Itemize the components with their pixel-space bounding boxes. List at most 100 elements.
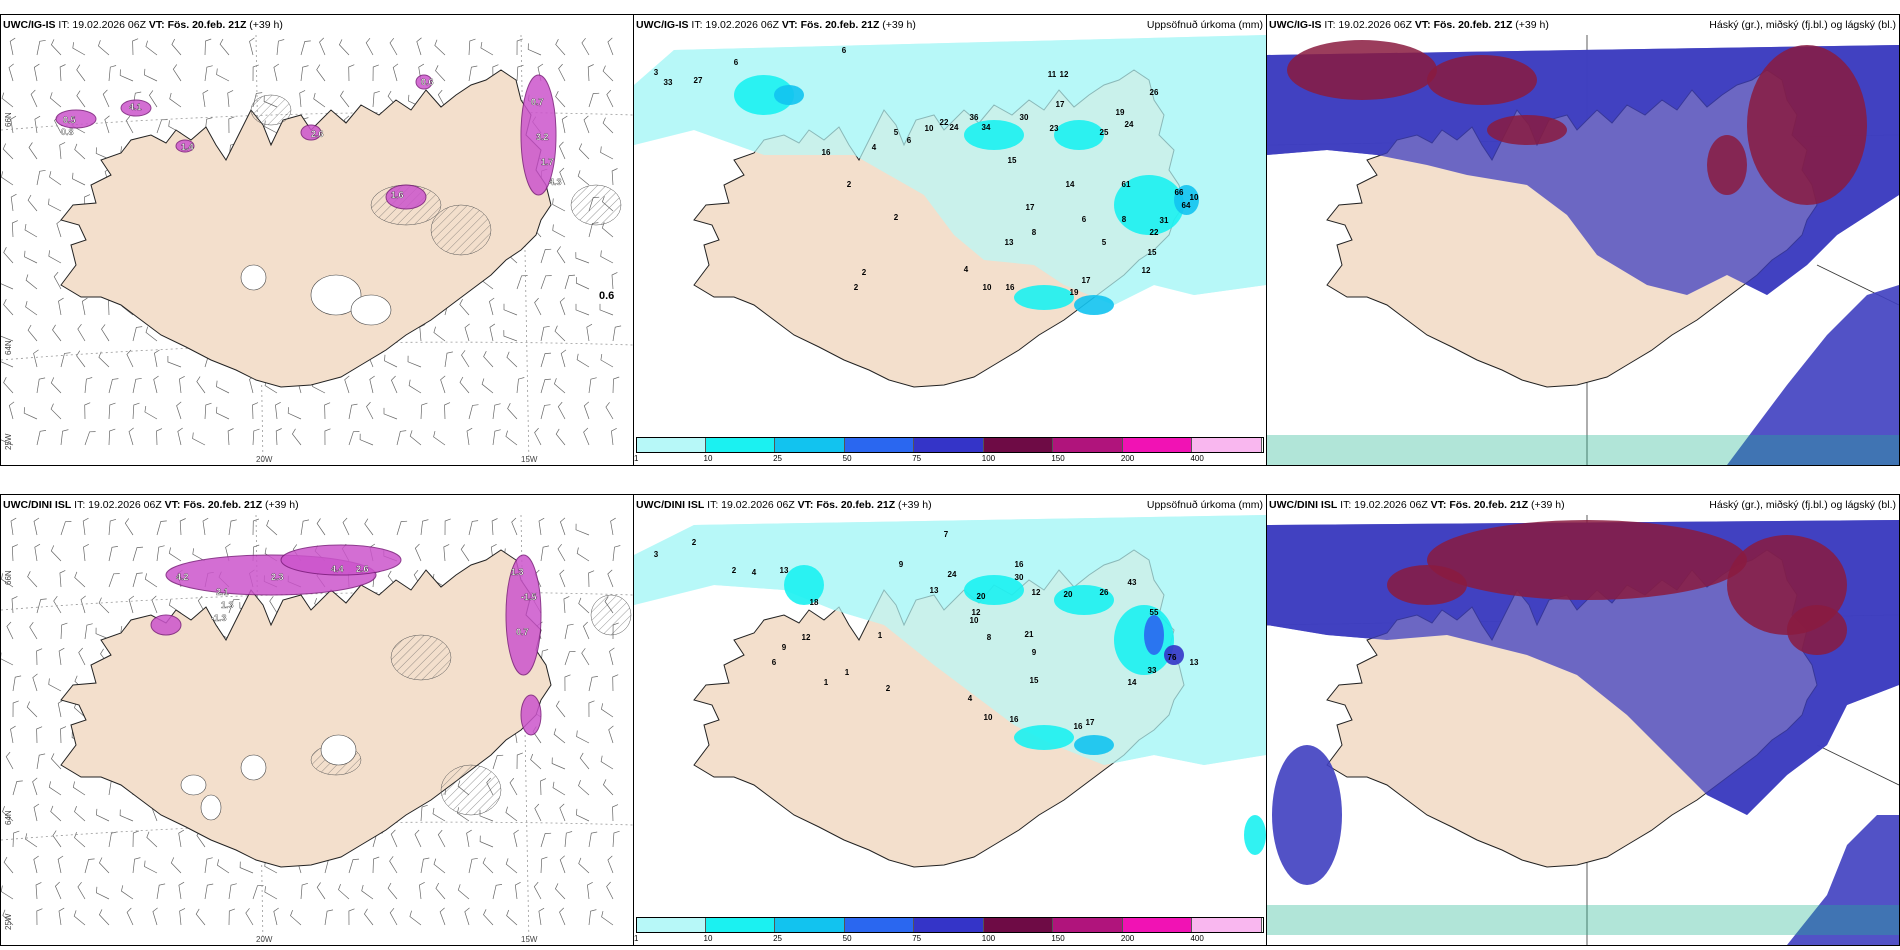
freezing-value-label: -1.5 bbox=[521, 592, 537, 602]
precip-value-label: 17 bbox=[1056, 100, 1065, 109]
wind-barb bbox=[128, 595, 135, 614]
precip-value-label: 64 bbox=[1182, 201, 1191, 210]
wind-barb bbox=[58, 647, 65, 666]
lat-label-66n: 66N bbox=[4, 570, 13, 585]
wind-barb bbox=[606, 89, 614, 108]
precip-value-label: 6 bbox=[1082, 215, 1087, 224]
precip-value-label: 9 bbox=[782, 643, 787, 652]
precip-area bbox=[784, 565, 824, 605]
wind-barb bbox=[503, 330, 518, 342]
wind-barb bbox=[553, 728, 566, 744]
precip-value-label: 33 bbox=[664, 78, 673, 87]
precip-value-label: 2 bbox=[854, 283, 859, 292]
wind-barb bbox=[444, 518, 451, 536]
wind-barb bbox=[612, 674, 619, 692]
wind-barb bbox=[299, 90, 306, 108]
wind-barb bbox=[588, 831, 598, 848]
colorbar-cell bbox=[636, 917, 706, 933]
wind-barb bbox=[468, 38, 476, 56]
precip-value-label: 12 bbox=[1060, 70, 1069, 79]
precip-value-label: 25 bbox=[1100, 128, 1109, 137]
wind-barb bbox=[439, 907, 446, 926]
wind-barb bbox=[228, 908, 236, 926]
wind-barb bbox=[583, 115, 590, 134]
wind-barb bbox=[34, 543, 41, 562]
wind-barb bbox=[556, 246, 566, 264]
wind-barb bbox=[505, 858, 518, 874]
wind-barb bbox=[509, 777, 518, 796]
wind-barb bbox=[612, 545, 621, 562]
wind-barb bbox=[36, 39, 46, 56]
wind-barb bbox=[513, 829, 519, 848]
precip-value-label: 23 bbox=[1050, 124, 1059, 133]
freezing-precip-area bbox=[415, 74, 433, 90]
wind-barb bbox=[252, 64, 259, 82]
wind-barb bbox=[1, 361, 14, 368]
colorbar-tick-label: 75 bbox=[912, 454, 922, 463]
wind-barb bbox=[416, 37, 422, 56]
freezing-precip-area bbox=[150, 614, 182, 636]
high-cloud-area bbox=[1787, 605, 1847, 655]
wind-barb bbox=[119, 69, 134, 82]
wind-barb bbox=[76, 64, 86, 82]
precip-value-label: 13 bbox=[780, 566, 789, 575]
wind-barb bbox=[407, 355, 422, 368]
freezing-value-label: 0.5 bbox=[63, 115, 76, 125]
glacier-area bbox=[240, 754, 267, 781]
wind-barb bbox=[564, 623, 574, 640]
wind-barb bbox=[433, 858, 446, 874]
wind-barb bbox=[3, 377, 14, 394]
wind-barb bbox=[252, 402, 259, 420]
wind-barb bbox=[84, 377, 93, 394]
wind-barb bbox=[552, 224, 566, 238]
wind-barb bbox=[53, 595, 62, 614]
wind-barb bbox=[359, 433, 374, 446]
wind-barb bbox=[60, 622, 68, 640]
freezing-value-label: 0.6 bbox=[421, 77, 434, 87]
wind-barb bbox=[192, 432, 206, 446]
wind-barb bbox=[554, 883, 566, 900]
wind-barb bbox=[81, 297, 88, 316]
hatched-region bbox=[250, 94, 292, 126]
wind-barb bbox=[479, 835, 494, 848]
colorbar-cell bbox=[914, 917, 984, 933]
panel-bottom-right: UWC/DINI ISL IT: 19.02.2026 06Z VT: Fös.… bbox=[1266, 494, 1900, 946]
precip-area bbox=[1164, 645, 1184, 665]
wind-barb bbox=[80, 595, 86, 614]
wind-barb bbox=[588, 377, 597, 394]
wind-barb bbox=[420, 402, 428, 420]
coastline bbox=[60, 549, 552, 868]
precip-area bbox=[1244, 815, 1266, 855]
wind-barb bbox=[505, 806, 518, 822]
wind-barb bbox=[316, 64, 326, 82]
wind-barb bbox=[563, 596, 570, 614]
precip-value-label: 12 bbox=[972, 608, 981, 617]
panel-title: UWC/IG-IS IT: 19.02.2026 06Z VT: Fös. 20… bbox=[3, 19, 283, 31]
wind-barb bbox=[95, 147, 110, 160]
wind-barb bbox=[76, 350, 86, 368]
wind-barb bbox=[10, 115, 17, 134]
wind-barb bbox=[600, 354, 614, 368]
wind-barb bbox=[516, 64, 524, 82]
wind-barb bbox=[59, 142, 66, 160]
colorbar-tick-label: 10 bbox=[703, 454, 713, 463]
wind-barb bbox=[239, 861, 254, 874]
wind-barb bbox=[98, 351, 110, 368]
wind-barb bbox=[602, 117, 614, 134]
precip-value-label: 22 bbox=[940, 118, 949, 127]
wind-barb bbox=[344, 375, 350, 394]
panel-top-right: UWC/IG-IS IT: 19.02.2026 06Z VT: Fös. 20… bbox=[1266, 14, 1900, 466]
wind-barb bbox=[8, 63, 14, 82]
iceland-landmass bbox=[60, 549, 552, 868]
precip-value-label: 9 bbox=[1032, 648, 1037, 657]
wind-barb bbox=[527, 43, 542, 56]
wind-barb bbox=[11, 544, 18, 562]
wind-barb bbox=[34, 115, 41, 134]
precip-value-label: 1 bbox=[824, 678, 829, 687]
wind-barb bbox=[57, 855, 64, 874]
wind-barb bbox=[555, 700, 566, 718]
precip-value-label: 43 bbox=[1128, 578, 1137, 587]
wind-barb bbox=[290, 909, 302, 926]
wind-barb bbox=[27, 324, 38, 342]
wind-barb bbox=[170, 857, 182, 874]
